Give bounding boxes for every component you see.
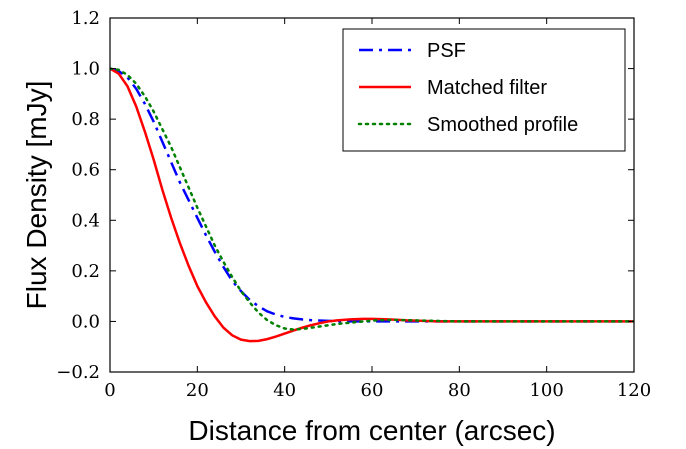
legend-label-psf: PSF: [427, 40, 466, 62]
y-tick-label: 0.4: [71, 210, 100, 231]
legend: PSF Matched filter Smoothed profile: [342, 28, 626, 152]
legend-label-smoothed-profile: Smoothed profile: [427, 114, 578, 136]
series-layer: [110, 67, 634, 343]
x-tick-label: 0: [104, 380, 115, 401]
y-tick-label: 1.0: [71, 59, 100, 80]
y-axis-label: Flux Density [mJy]: [21, 81, 52, 310]
ticks-layer: 0 20 40 60 80 100 120 −0.2 0.0 0.2 0.4 0.6 0.8 1.0 1.2: [56, 8, 651, 401]
y-tick-label: 0.2: [71, 261, 100, 282]
x-tick-label: 40: [273, 380, 296, 401]
y-tick-label: −0.2: [56, 362, 100, 383]
x-axis-label: Distance from center (arcsec): [188, 415, 555, 446]
x-tick-label: 120: [617, 380, 651, 401]
x-tick-label: 20: [186, 380, 209, 401]
y-tick-label: 0.6: [71, 160, 100, 181]
y-tick-label: 0.8: [71, 109, 100, 130]
x-tick-label: 60: [361, 380, 384, 401]
x-tick-label: 100: [529, 380, 563, 401]
y-tick-label: 0.0: [71, 311, 100, 332]
legend-label-matched-filter: Matched filter: [427, 77, 547, 99]
x-tick-label: 80: [448, 380, 471, 401]
series-line-smoothed-profile: [110, 67, 634, 331]
y-tick-label: 1.2: [71, 8, 100, 29]
